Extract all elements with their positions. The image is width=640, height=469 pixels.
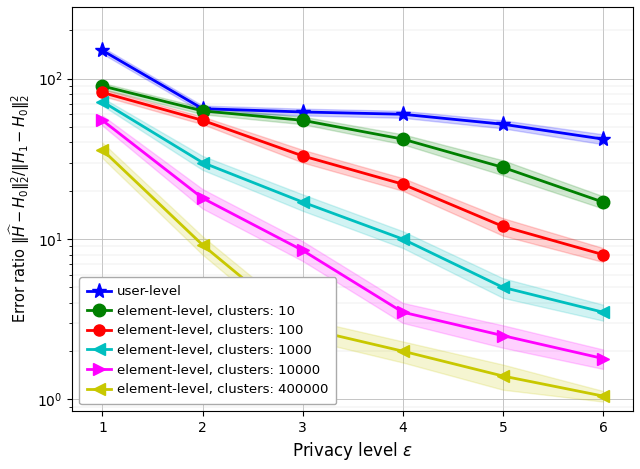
user-level xyxy=(499,121,507,127)
Line: element-level, clusters: 400000: element-level, clusters: 400000 xyxy=(97,144,609,401)
element-level, clusters: 1000: (6, 3.5): 1000: (6, 3.5) xyxy=(599,310,607,315)
element-level, clusters: 100: (2, 55): 100: (2, 55) xyxy=(198,118,206,123)
user-level xyxy=(299,109,307,115)
Legend: user-level, element-level, clusters: 10, element-level, clusters: 100, element-l: user-level, element-level, clusters: 10,… xyxy=(79,277,337,404)
element-level, clusters: 1000: (1, 72): 1000: (1, 72) xyxy=(99,99,106,105)
element-level, clusters: 400000: (1, 36): 400000: (1, 36) xyxy=(99,147,106,152)
element-level, clusters: 100: (4, 22): 100: (4, 22) xyxy=(399,182,406,187)
element-level, clusters: 10000: (1, 55): 10000: (1, 55) xyxy=(99,118,106,123)
element-level, clusters: 1000: (4, 10): 1000: (4, 10) xyxy=(399,236,406,242)
element-level, clusters: 10: (4, 42): 10: (4, 42) xyxy=(399,136,406,142)
element-level, clusters: 400000: (3, 2.8): 400000: (3, 2.8) xyxy=(299,325,307,331)
element-level, clusters: 100: (1, 82): 100: (1, 82) xyxy=(99,90,106,95)
element-level, clusters: 10000: (5, 2.5): 10000: (5, 2.5) xyxy=(499,333,507,339)
element-level, clusters: 10000: (6, 1.8): 10000: (6, 1.8) xyxy=(599,356,607,361)
element-level, clusters: 10: (3, 55): 10: (3, 55) xyxy=(299,118,307,123)
element-level, clusters: 400000: (6, 1.05): 400000: (6, 1.05) xyxy=(599,393,607,399)
element-level, clusters: 10000: (3, 8.5): 10000: (3, 8.5) xyxy=(299,248,307,253)
Line: element-level, clusters: 100: element-level, clusters: 100 xyxy=(97,87,609,260)
user-level xyxy=(399,112,406,117)
X-axis label: Privacy level $\varepsilon$: Privacy level $\varepsilon$ xyxy=(292,440,413,462)
element-level, clusters: 10000: (2, 18): 10000: (2, 18) xyxy=(198,195,206,201)
user-level xyxy=(198,106,206,112)
Line: element-level, clusters: 10: element-level, clusters: 10 xyxy=(96,80,609,208)
element-level, clusters: 10: (2, 63): 10: (2, 63) xyxy=(198,108,206,113)
Line: element-level, clusters: 10000: element-level, clusters: 10000 xyxy=(97,115,609,364)
element-level, clusters: 10: (5, 28): 10: (5, 28) xyxy=(499,165,507,170)
element-level, clusters: 10: (6, 17): 10: (6, 17) xyxy=(599,199,607,205)
element-level, clusters: 400000: (5, 1.4): 400000: (5, 1.4) xyxy=(499,373,507,379)
element-level, clusters: 1000: (2, 30): 1000: (2, 30) xyxy=(198,160,206,166)
element-level, clusters: 100: (6, 8): 100: (6, 8) xyxy=(599,252,607,257)
user-level xyxy=(99,48,106,53)
element-level, clusters: 1000: (5, 5): 1000: (5, 5) xyxy=(499,285,507,290)
element-level, clusters: 400000: (4, 2): 400000: (4, 2) xyxy=(399,348,406,354)
Line: element-level, clusters: 1000: element-level, clusters: 1000 xyxy=(97,96,609,318)
element-level, clusters: 100: (3, 33): 100: (3, 33) xyxy=(299,153,307,159)
element-level, clusters: 1000: (3, 17): 1000: (3, 17) xyxy=(299,199,307,205)
element-level, clusters: 10: (1, 90): 10: (1, 90) xyxy=(99,83,106,89)
user-level xyxy=(599,136,607,142)
element-level, clusters: 10000: (4, 3.5): 10000: (4, 3.5) xyxy=(399,310,406,315)
Line: user-level: user-level xyxy=(95,43,611,147)
element-level, clusters: 100: (5, 12): 100: (5, 12) xyxy=(499,224,507,229)
Y-axis label: Error ratio $\|\widehat{H} - H_0\|_2^2 / \|H_1 - H_0\|_2^2$: Error ratio $\|\widehat{H} - H_0\|_2^2 /… xyxy=(7,94,32,323)
element-level, clusters: 400000: (2, 9.2): 400000: (2, 9.2) xyxy=(198,242,206,248)
